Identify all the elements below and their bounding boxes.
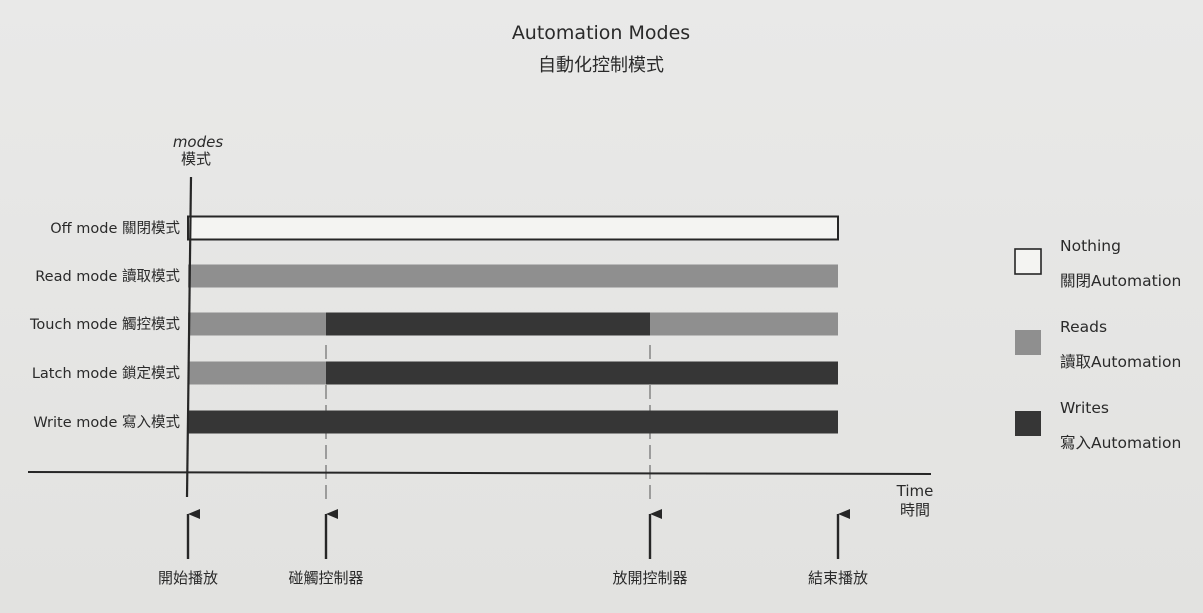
legend-label-zh: 讀取Automation xyxy=(1060,353,1181,371)
mode-segment-reads xyxy=(650,312,838,336)
event-label: 放開控制器 xyxy=(612,569,687,587)
event-marker: 開始播放 xyxy=(158,509,218,587)
legend-item-writes: Writes 寫入Automation xyxy=(1015,399,1181,452)
diagram-subtitle: 自動化控制模式 xyxy=(538,55,664,76)
legend-label-zh: 關閉Automation xyxy=(1060,272,1181,290)
mode-segment-writes xyxy=(188,410,838,434)
event-label: 結束播放 xyxy=(808,569,868,587)
event-label: 開始播放 xyxy=(158,569,218,587)
mode-segment-writes xyxy=(326,312,650,336)
mode-segment-reads xyxy=(188,361,326,385)
mode-label: Write mode 寫入模式 xyxy=(33,413,180,431)
mode-segment-writes xyxy=(326,361,838,385)
mode-label: Off mode 關閉模式 xyxy=(50,220,180,237)
mode-rows: Off mode 關閉模式 Read mode 讀取模式 Touch mode 觸控… xyxy=(29,215,839,434)
mode-row: Read mode 讀取模式 xyxy=(35,264,838,288)
y-axis-line xyxy=(185,176,193,498)
mode-row: Touch mode 觸控模式 xyxy=(29,312,838,336)
mode-label: Latch mode 鎖定模式 xyxy=(32,365,181,382)
event-marker: 結束播放 xyxy=(808,509,868,587)
mode-label: Touch mode 觸控模式 xyxy=(29,316,180,333)
mode-segment-reads xyxy=(188,264,838,288)
legend-swatch xyxy=(1015,411,1041,436)
legend-swatch xyxy=(1015,330,1041,355)
x-axis-label-en: Time xyxy=(896,482,934,500)
event-markers: 開始播放 碰觸控制器 放開控制器 結束播放 xyxy=(158,509,868,587)
legend-item-reads: Reads 讀取Automation xyxy=(1015,318,1181,371)
axes xyxy=(27,176,932,498)
y-axis-label-en: modes xyxy=(173,133,224,151)
legend-label-zh: 寫入Automation xyxy=(1060,434,1181,452)
x-axis-label-zh: 時間 xyxy=(900,501,930,519)
legend-swatch xyxy=(1014,248,1042,275)
mode-label: Read mode 讀取模式 xyxy=(35,268,180,285)
mode-row: Write mode 寫入模式 xyxy=(33,410,838,434)
legend-label-en: Writes xyxy=(1060,399,1109,417)
mode-segment-reads xyxy=(188,312,326,336)
mode-segment-nothing xyxy=(187,215,839,241)
event-label: 碰觸控制器 xyxy=(288,569,363,587)
x-axis-line xyxy=(27,471,932,475)
y-axis-label-zh: 模式 xyxy=(181,150,211,168)
legend-label-en: Reads xyxy=(1060,318,1107,336)
event-marker: 碰觸控制器 xyxy=(288,509,364,587)
mode-row: Off mode 關閉模式 xyxy=(50,215,839,241)
diagram-title: Automation Modes xyxy=(512,22,690,44)
legend-label-en: Nothing xyxy=(1060,237,1121,255)
mode-row: Latch mode 鎖定模式 xyxy=(32,361,838,385)
legend-item-nothing: Nothing 關閉Automation xyxy=(1014,237,1181,290)
legend: Nothing 關閉Automation Reads 讀取Automation Writ… xyxy=(1014,237,1181,452)
event-marker: 放開控制器 xyxy=(612,509,688,587)
